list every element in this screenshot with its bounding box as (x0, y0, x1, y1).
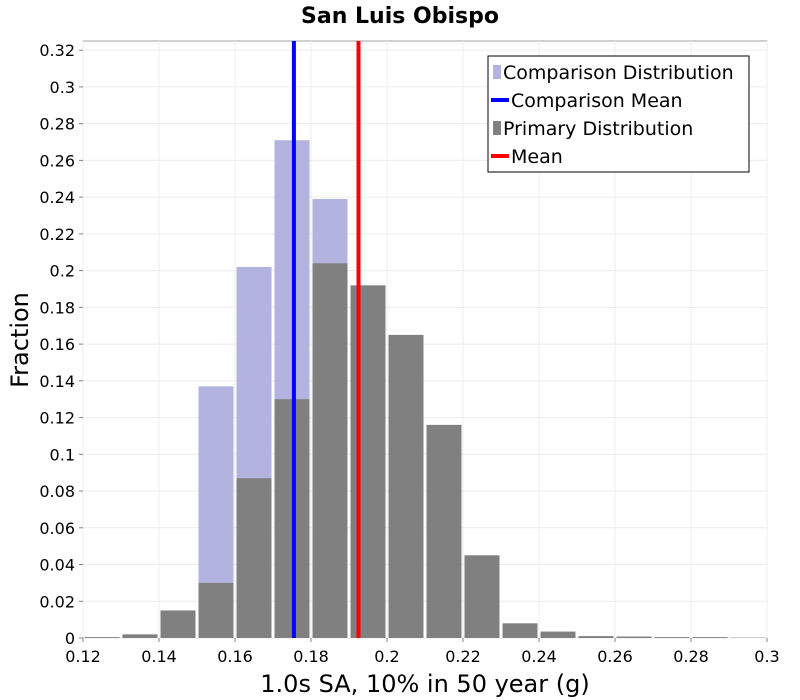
primary-distribution-bar (160, 610, 196, 638)
y-tick-label: 0.02 (39, 592, 75, 611)
primary-distribution-legend-swatch (493, 121, 501, 135)
x-tick-label: 0.2 (374, 647, 399, 666)
primary-distribution-bar (692, 637, 728, 638)
primary-distribution-bar (122, 634, 158, 638)
legend: Comparison Distribution Comparison Mean Pr… (487, 55, 750, 173)
mean-lines-layer (291, 41, 361, 638)
x-tick-label: 0.18 (293, 647, 329, 666)
y-tick-label: 0.12 (39, 409, 75, 428)
y-tick-label: 0.24 (39, 188, 75, 207)
x-tick-label: 0.14 (141, 647, 177, 666)
primary-distribution-bar (540, 631, 576, 638)
x-tick-label: 0.12 (65, 647, 101, 666)
primary-distribution-bar (388, 334, 424, 638)
x-tick-label: 0.26 (597, 647, 633, 666)
y-tick-label: 0 (65, 629, 75, 648)
chart-title: San Luis Obispo (301, 4, 499, 29)
axes: 0.12 0.14 0.16 0.18 0.2 0.22 0.24 0.26 0.28 0.300… (39, 41, 779, 666)
comparison-distribution-legend-swatch (493, 65, 501, 79)
y-tick-label: 0.3 (50, 78, 75, 97)
y-tick-label: 0.1 (50, 445, 75, 464)
primary-distribution-bar (198, 582, 234, 638)
primary-distribution-bar (502, 623, 538, 638)
y-tick-label: 0.32 (39, 41, 75, 60)
x-tick-label: 0.24 (521, 647, 557, 666)
primary-distribution-bar (350, 285, 386, 638)
primary-distribution-bar (654, 637, 690, 638)
y-tick-label: 0.18 (39, 298, 75, 317)
y-tick-label: 0.26 (39, 151, 75, 170)
primary-distribution-bar (616, 636, 652, 638)
primary-distribution-bar (426, 424, 462, 638)
primary-distribution-bar (464, 555, 500, 638)
x-axis-label: 1.0s SA, 10% in 50 year (g) (260, 670, 589, 698)
x-tick-label: 0.28 (673, 647, 709, 666)
comparison-distribution-legend-label: Comparison Distribution (503, 62, 734, 84)
y-tick-label: 0.28 (39, 115, 75, 134)
primary-distribution-bar (312, 263, 348, 638)
x-tick-label: 0.16 (217, 647, 253, 666)
x-tick-label: 0.22 (445, 647, 481, 666)
y-tick-label: 0.08 (39, 482, 75, 501)
primary-distribution-bar (236, 478, 272, 638)
y-tick-label: 0.06 (39, 519, 75, 538)
y-tick-label: 0.16 (39, 335, 75, 354)
y-tick-label: 0.22 (39, 225, 75, 244)
mean-legend-label: Mean (511, 146, 563, 168)
y-tick-label: 0.04 (39, 556, 75, 575)
primary-distribution-legend-label: Primary Distribution (503, 118, 693, 140)
x-tick-label: 0.3 (754, 647, 779, 666)
legend-box (487, 55, 750, 173)
primary-distribution-bar (84, 637, 120, 638)
y-axis-label: Fraction (6, 292, 34, 388)
primary-distribution-bar (578, 636, 614, 638)
comparison-mean-legend-label: Comparison Mean (511, 90, 683, 112)
y-tick-label: 0.14 (39, 372, 75, 391)
y-tick-label: 0.2 (50, 262, 75, 281)
